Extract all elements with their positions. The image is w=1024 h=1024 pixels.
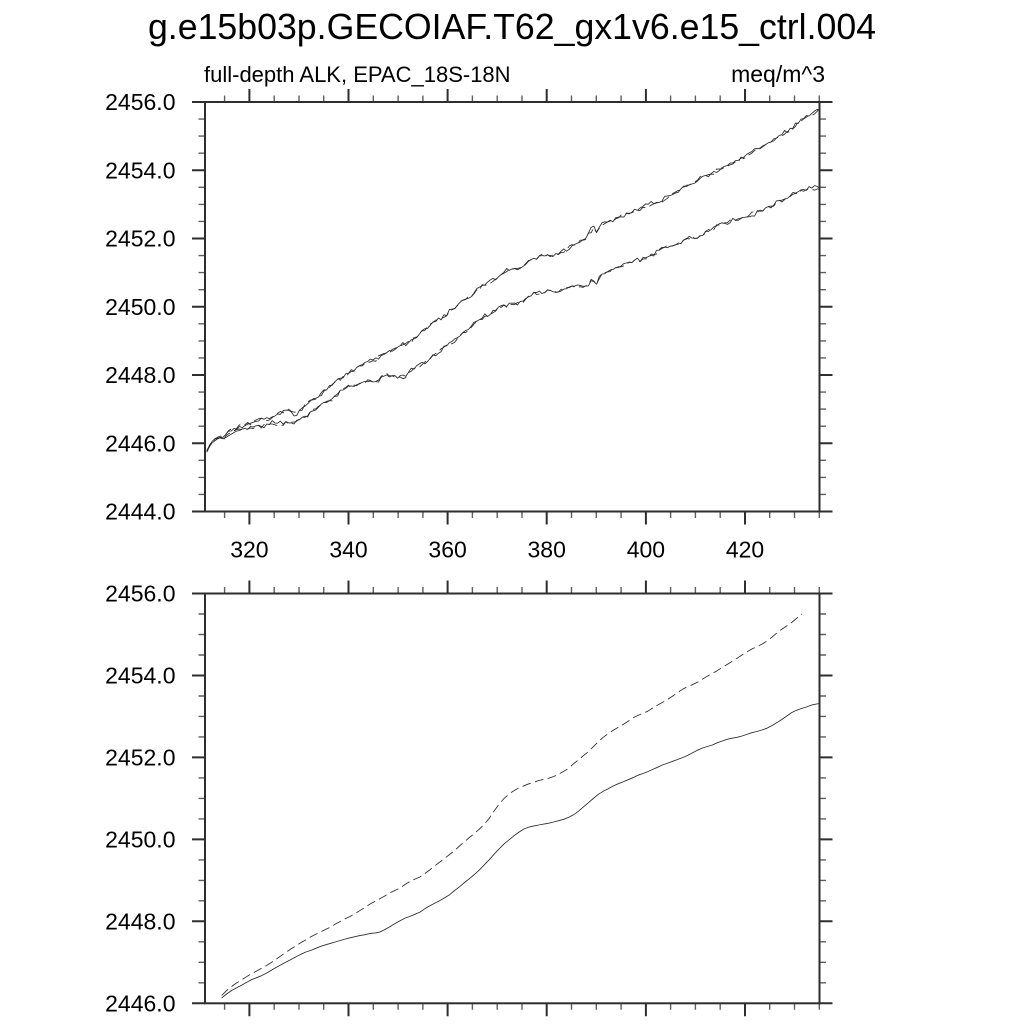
svg-text:meq/m^3: meq/m^3 <box>731 61 825 87</box>
svg-text:2456.0: 2456.0 <box>105 89 175 115</box>
svg-text:320: 320 <box>230 537 268 563</box>
svg-text:2452.0: 2452.0 <box>105 745 175 771</box>
svg-text:340: 340 <box>329 537 367 563</box>
svg-text:2448.0: 2448.0 <box>105 909 175 935</box>
svg-text:2448.0: 2448.0 <box>105 362 175 388</box>
svg-text:2456.0: 2456.0 <box>105 581 175 607</box>
svg-text:2450.0: 2450.0 <box>105 294 175 320</box>
svg-text:420: 420 <box>726 537 764 563</box>
svg-text:2444.0: 2444.0 <box>105 499 175 525</box>
svg-text:g.e15b03p.GECOIAF.T62_gx1v6.e1: g.e15b03p.GECOIAF.T62_gx1v6.e15_ctrl.004 <box>148 7 876 47</box>
svg-text:400: 400 <box>627 537 665 563</box>
svg-text:360: 360 <box>428 537 466 563</box>
svg-text:380: 380 <box>528 537 566 563</box>
svg-text:2450.0: 2450.0 <box>105 827 175 853</box>
svg-text:2454.0: 2454.0 <box>105 663 175 689</box>
svg-text:2446.0: 2446.0 <box>105 430 175 456</box>
svg-text:full-depth ALK, EPAC_18S-18N: full-depth ALK, EPAC_18S-18N <box>204 62 511 87</box>
svg-text:2446.0: 2446.0 <box>105 991 175 1017</box>
svg-text:2454.0: 2454.0 <box>105 157 175 183</box>
svg-text:2452.0: 2452.0 <box>105 226 175 252</box>
